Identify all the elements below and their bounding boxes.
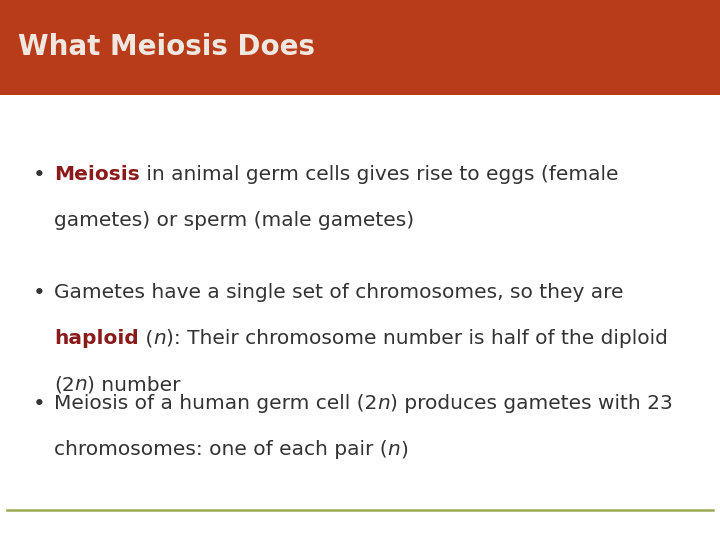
Text: ) produces gametes with 23: ) produces gametes with 23	[390, 394, 673, 413]
Text: n: n	[387, 440, 400, 459]
Text: gametes) or sperm (male gametes): gametes) or sperm (male gametes)	[54, 211, 414, 229]
Text: n: n	[153, 329, 166, 348]
Text: in animal germ cells gives rise to eggs (female: in animal germ cells gives rise to eggs …	[140, 165, 618, 184]
Text: ): Their chromosome number is half of the diploid: ): Their chromosome number is half of th…	[166, 329, 667, 348]
Text: ) number: ) number	[88, 375, 181, 394]
Text: Meiosis: Meiosis	[54, 165, 140, 184]
Text: n: n	[377, 394, 390, 413]
Text: Gametes have a single set of chromosomes, so they are: Gametes have a single set of chromosomes…	[54, 284, 624, 302]
Text: haploid: haploid	[54, 329, 139, 348]
Bar	[0, 0, 720, 94]
Text: ): )	[400, 440, 408, 459]
Text: Meiosis of a human germ cell (2: Meiosis of a human germ cell (2	[54, 394, 377, 413]
Text: What Meiosis Does: What Meiosis Does	[18, 33, 315, 61]
Text: n: n	[75, 375, 88, 394]
Text: chromosomes: one of each pair (: chromosomes: one of each pair (	[54, 440, 387, 459]
Text: (2: (2	[54, 375, 75, 394]
Text: •: •	[32, 394, 45, 414]
Text: •: •	[32, 165, 45, 185]
Text: (: (	[139, 329, 153, 348]
Text: •: •	[32, 284, 45, 303]
